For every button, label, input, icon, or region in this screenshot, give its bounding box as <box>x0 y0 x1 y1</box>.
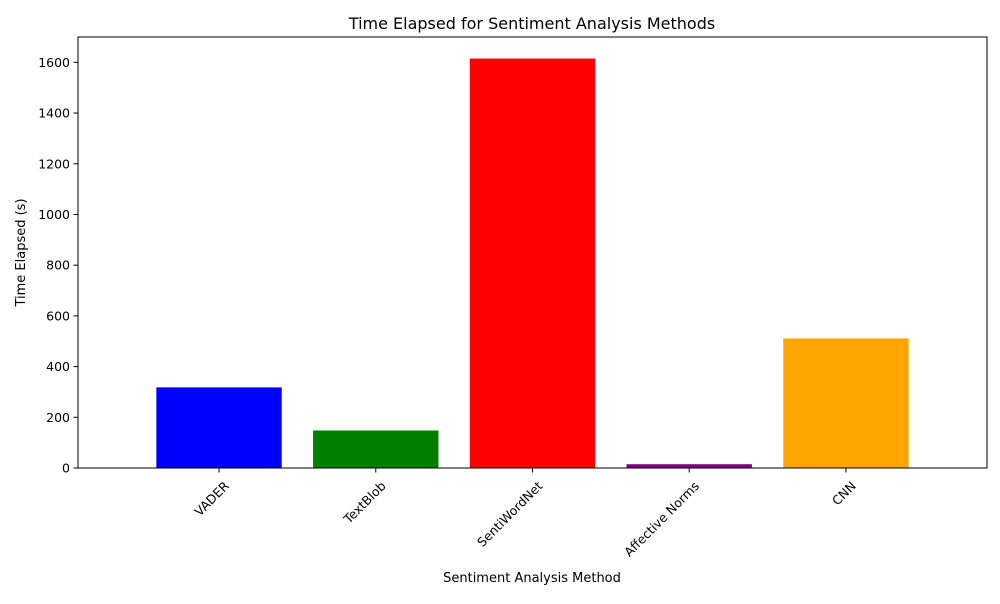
y-tick-label: 1400 <box>38 106 70 121</box>
x-tick-label: VADER <box>191 478 232 519</box>
y-tick-label: 0 <box>62 461 70 476</box>
bar-cnn <box>783 338 909 468</box>
x-tick-label: Affective Norms <box>621 478 702 559</box>
bar-vader <box>156 387 282 468</box>
plot-area <box>156 58 909 469</box>
y-tick-label: 200 <box>46 410 70 425</box>
y-tick-label: 600 <box>46 308 70 323</box>
y-tick-label: 1600 <box>38 55 70 70</box>
x-tick-label: CNN <box>829 478 859 508</box>
chart-title: Time Elapsed for Sentiment Analysis Meth… <box>348 14 715 33</box>
bar-sentiwordnet <box>469 58 596 469</box>
y-axis: 0 200 400 600 800 1000 1200 1400 1600 <box>38 55 78 476</box>
y-tick-label: 400 <box>46 359 70 374</box>
y-tick-label: 1000 <box>38 207 70 222</box>
y-axis-label: Time Elapsed (s) <box>14 198 29 307</box>
x-axis: VADER TextBlob SentiWordNet Affective Norms… <box>191 468 859 559</box>
y-tick-label: 1200 <box>38 156 70 171</box>
x-axis-label: Sentiment Analysis Method <box>443 571 621 586</box>
plot-frame <box>77 36 988 469</box>
y-tick-label: 800 <box>46 258 70 273</box>
x-tick-label: SentiWordNet <box>474 478 545 549</box>
x-tick-label: TextBlob <box>340 478 389 527</box>
bar-affective-norms <box>626 464 752 468</box>
bar-textblob <box>313 430 439 468</box>
